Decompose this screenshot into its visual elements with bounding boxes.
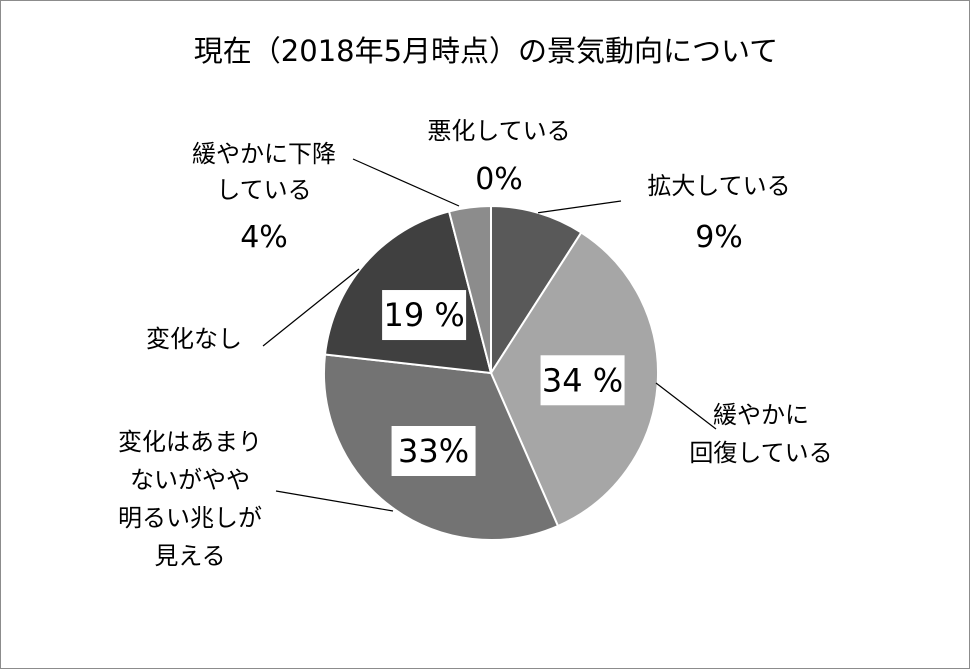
category-label: ないがやや [130, 466, 250, 494]
data-label-box [540, 355, 625, 406]
pie-slice [447, 204, 492, 374]
data-label: 33% [398, 432, 469, 470]
leader-line [537, 200, 622, 214]
category-label: 見える [154, 542, 225, 570]
leader-line [352, 158, 460, 207]
category-label: 0% [475, 162, 523, 197]
category-label: 明るい兆しが [118, 504, 262, 532]
data-label-box [382, 290, 467, 341]
category-label: 変化はあまり [118, 428, 262, 456]
leader-line [655, 382, 717, 430]
category-label: 悪化している [427, 117, 570, 145]
category-label: 回復している [689, 439, 832, 467]
category-label: 緩やかに下降 [192, 140, 336, 168]
chart-title: 現在（2018年5月時点）の景気動向について [194, 34, 778, 68]
category-label: 拡大している [647, 172, 790, 200]
category-label: 変化なし [146, 325, 242, 353]
pie-slice [490, 204, 583, 377]
leader-line [262, 268, 360, 347]
data-label: 19 % [383, 296, 464, 334]
category-label: している [216, 176, 311, 204]
category-label: 9% [695, 220, 743, 255]
category-label: 緩やかに [713, 401, 809, 429]
category-label: 4% [240, 220, 288, 255]
data-label: 34 % [542, 361, 623, 399]
data-label-box [391, 425, 476, 476]
leader-line [275, 490, 394, 512]
